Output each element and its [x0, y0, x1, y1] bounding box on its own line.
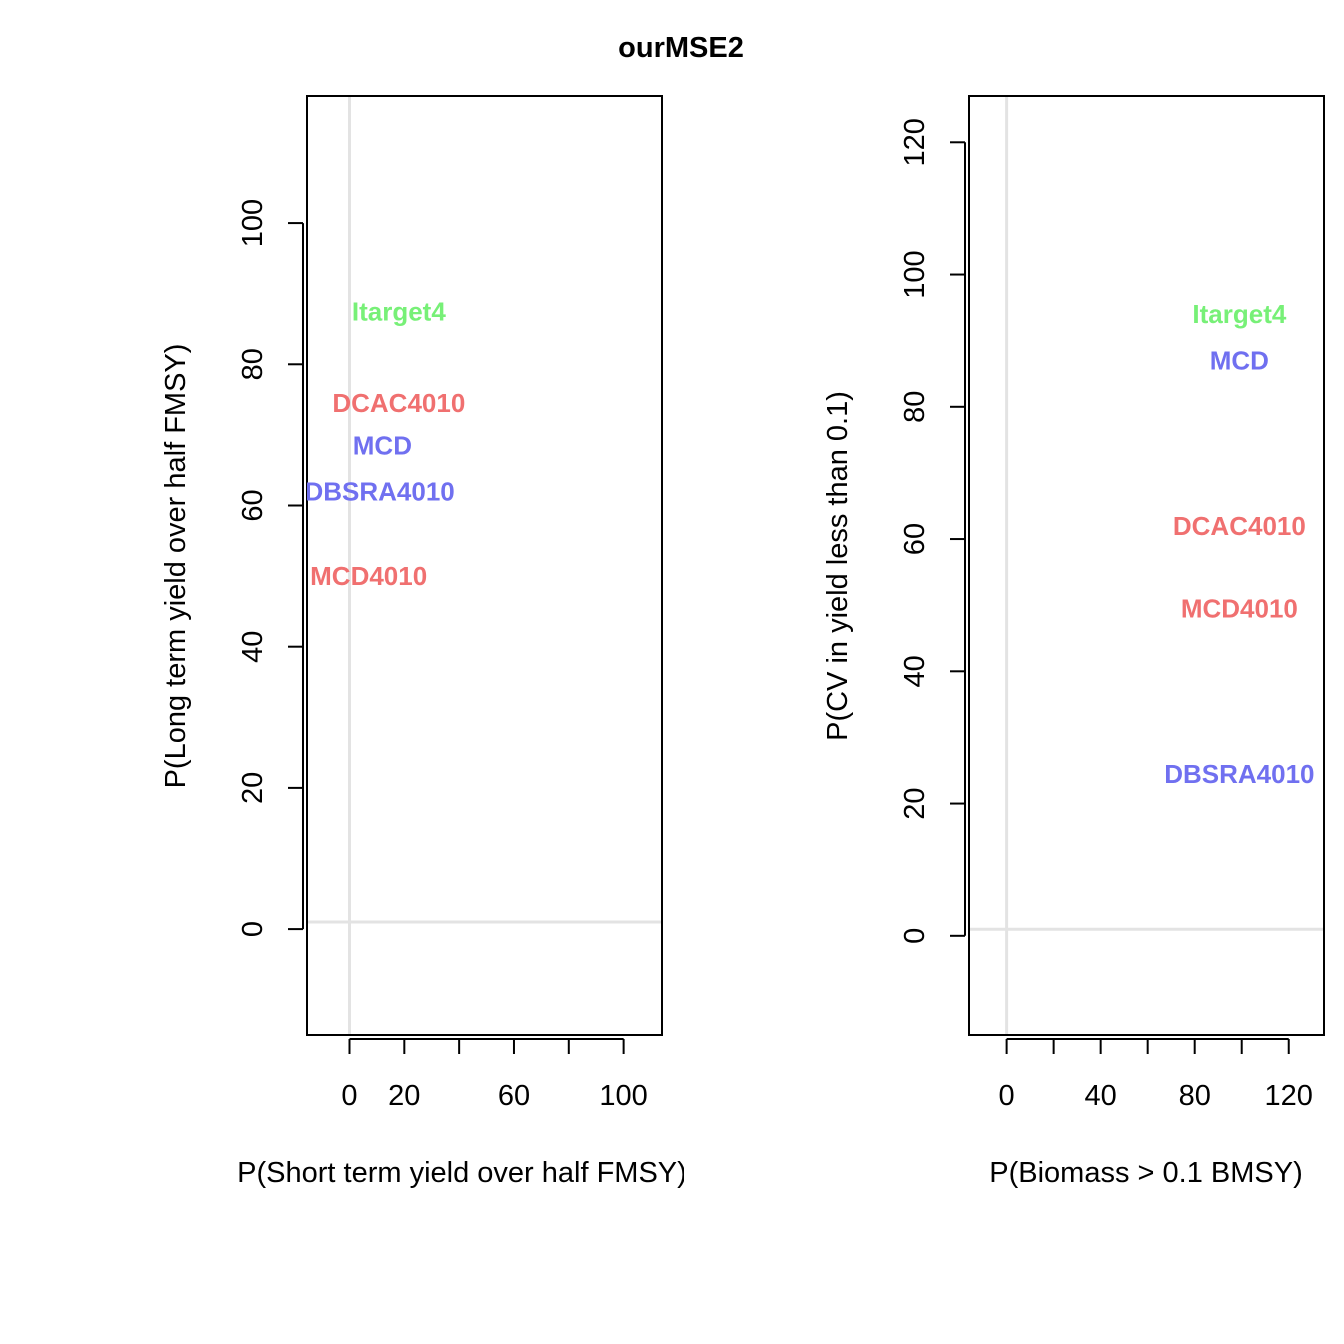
y-axis-label: P(CV in yield less than 0.1) [822, 391, 854, 741]
point-label: DBSRA4010 [1164, 759, 1314, 789]
y-tick-label: 0 [237, 921, 269, 937]
point-label: DCAC4010 [332, 388, 465, 418]
x-axis-label: P(Short term yield over half FMSY) [237, 1157, 687, 1189]
point-label: Itarget4 [352, 296, 446, 326]
point-label: DCAC4010 [1173, 511, 1306, 541]
x-axis-label: P(Biomass > 0.1 BMSY) [989, 1157, 1302, 1189]
y-tick-label: 0 [899, 928, 931, 944]
x-tick-label: 0 [999, 1080, 1015, 1112]
chart-title: ourMSE2 [618, 32, 744, 64]
y-tick-label: 100 [899, 250, 931, 298]
y-tick-label: 40 [237, 631, 269, 663]
y-tick-label: 20 [899, 787, 931, 819]
point-label: MCD4010 [310, 561, 427, 591]
x-tick-label: 60 [498, 1080, 530, 1112]
y-tick-label: 40 [899, 655, 931, 687]
y-tick-label: 20 [237, 772, 269, 804]
y-tick-label: 100 [237, 199, 269, 247]
y-tick-label: 80 [899, 391, 931, 423]
right-panel: 0 40 80 120 0 20 40 60 80 100 120 P(Biomass > 0.1 B… [822, 95, 1325, 1189]
y-tick-label: 80 [237, 348, 269, 380]
y-tick-label: 60 [899, 523, 931, 555]
point-label: MCD [353, 430, 412, 460]
plot-frame [968, 95, 1325, 1036]
y-tick-label: 60 [237, 489, 269, 521]
x-tick-label: 80 [1179, 1080, 1211, 1112]
x-tick-label: 120 [1265, 1080, 1313, 1112]
x-tick-label: 100 [599, 1080, 647, 1112]
x-tick-label: 0 [341, 1080, 357, 1112]
x-tick-label: 20 [388, 1080, 420, 1112]
point-label: Itarget4 [1192, 299, 1286, 329]
y-tick-label: 120 [899, 118, 931, 166]
y-axis-label: P(Long term yield over half FMSY) [160, 344, 192, 789]
plot-frame [306, 95, 663, 1036]
left-panel: 0 20 60 100 0 20 40 60 80 100 P(Short term yield o… [160, 95, 687, 1189]
point-label: DBSRA4010 [304, 476, 454, 506]
point-label: MCD4010 [1181, 593, 1298, 623]
x-tick-label: 40 [1085, 1080, 1117, 1112]
point-label: MCD [1210, 346, 1269, 376]
